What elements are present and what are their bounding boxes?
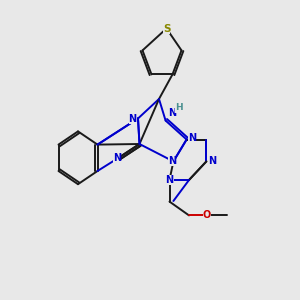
Text: N: N <box>165 175 174 185</box>
Text: N: N <box>168 156 176 167</box>
Text: S: S <box>163 23 170 34</box>
Text: H: H <box>175 103 183 112</box>
Text: O: O <box>203 210 211 220</box>
Text: N: N <box>128 113 137 124</box>
Text: N: N <box>113 153 121 164</box>
Text: N: N <box>168 108 176 118</box>
Text: N: N <box>208 156 216 167</box>
Text: N: N <box>188 133 196 143</box>
